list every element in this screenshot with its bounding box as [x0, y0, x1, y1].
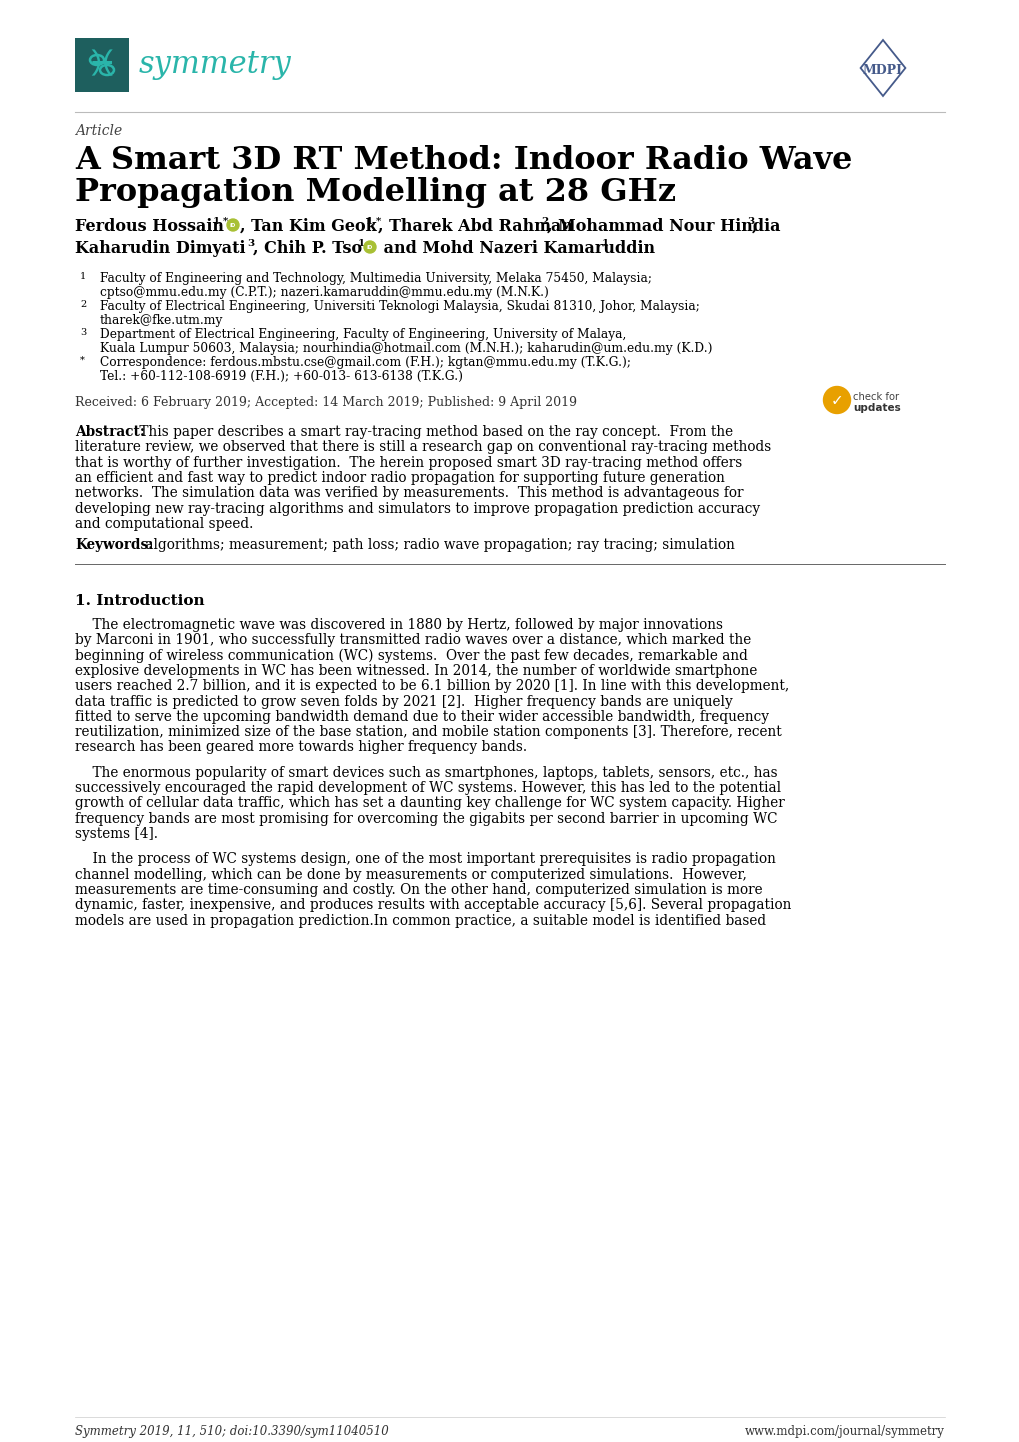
Text: an efficient and fast way to predict indoor radio propagation for supporting fut: an efficient and fast way to predict ind…	[75, 472, 725, 485]
Text: users reached 2.7 billion, and it is expected to be 6.1 billion by 2020 [1]. In : users reached 2.7 billion, and it is exp…	[75, 679, 789, 694]
Text: frequency bands are most promising for overcoming the gigabits per second barrie: frequency bands are most promising for o…	[75, 812, 776, 826]
Text: Kaharudin Dimyati: Kaharudin Dimyati	[75, 239, 246, 257]
Text: iD: iD	[367, 245, 373, 249]
Text: 1,*: 1,*	[366, 216, 382, 226]
Text: explosive developments in WC has been witnessed. In 2014, the number of worldwid: explosive developments in WC has been wi…	[75, 663, 757, 678]
Circle shape	[364, 241, 376, 252]
Text: Kuala Lumpur 50603, Malaysia; nourhindia@hotmail.com (M.N.H.); kaharudin@um.edu.: Kuala Lumpur 50603, Malaysia; nourhindia…	[100, 342, 712, 355]
Text: developing new ray-tracing algorithms and simulators to improve propagation pred: developing new ray-tracing algorithms an…	[75, 502, 759, 515]
Text: cptso@mmu.edu.my (C.P.T.); nazeri.kamaruddin@mmu.edu.my (M.N.K.): cptso@mmu.edu.my (C.P.T.); nazeri.kamaru…	[100, 286, 548, 298]
Text: networks.  The simulation data was verified by measurements.  This method is adv: networks. The simulation data was verifi…	[75, 486, 743, 500]
Text: symmetry: symmetry	[139, 49, 291, 81]
Text: ✓: ✓	[829, 394, 843, 408]
Text: algorithms; measurement; path loss; radio wave propagation; ray tracing; simulat: algorithms; measurement; path loss; radi…	[141, 538, 734, 552]
Text: that is worthy of further investigation.  The herein proposed smart 3D ray-traci: that is worthy of further investigation.…	[75, 456, 742, 470]
Text: Faculty of Electrical Engineering, Universiti Teknologi Malaysia, Skudai 81310, : Faculty of Electrical Engineering, Unive…	[100, 300, 699, 313]
Text: 1. Introduction: 1. Introduction	[75, 594, 205, 609]
Circle shape	[822, 386, 850, 414]
Text: A Smart 3D RT Method: Indoor Radio Wave: A Smart 3D RT Method: Indoor Radio Wave	[75, 146, 852, 176]
Text: Abstract:: Abstract:	[75, 425, 145, 438]
Text: ,: ,	[751, 218, 757, 235]
Text: Article: Article	[75, 124, 122, 138]
Text: measurements are time-consuming and costly. On the other hand, computerized simu: measurements are time-consuming and cost…	[75, 883, 762, 897]
Text: Symmetry 2019, 11, 510; doi:10.3390/sym11040510: Symmetry 2019, 11, 510; doi:10.3390/sym1…	[75, 1425, 388, 1438]
Text: research has been geared more towards higher frequency bands.: research has been geared more towards hi…	[75, 741, 527, 754]
Text: 3: 3	[79, 327, 87, 337]
Text: 2: 2	[540, 216, 548, 226]
Text: ♓: ♓	[86, 49, 118, 84]
Circle shape	[227, 219, 238, 231]
Text: systems [4].: systems [4].	[75, 828, 158, 841]
Text: check for: check for	[852, 392, 898, 402]
Text: The enormous popularity of smart devices such as smartphones, laptops, tablets, : The enormous popularity of smart devices…	[75, 766, 776, 780]
Text: growth of cellular data traffic, which has set a daunting key challenge for WC s: growth of cellular data traffic, which h…	[75, 796, 784, 810]
Text: beginning of wireless communication (WC) systems.  Over the past few decades, re: beginning of wireless communication (WC)…	[75, 649, 747, 663]
Text: 3: 3	[247, 239, 254, 248]
Text: In the process of WC systems design, one of the most important prerequisites is : In the process of WC systems design, one…	[75, 852, 775, 867]
Text: www.mdpi.com/journal/symmetry: www.mdpi.com/journal/symmetry	[745, 1425, 944, 1438]
Text: data traffic is predicted to grow seven folds by 2021 [2].  Higher frequency ban: data traffic is predicted to grow seven …	[75, 695, 732, 708]
Text: 1: 1	[601, 239, 608, 248]
Text: Received: 6 February 2019; Accepted: 14 March 2019; Published: 9 April 2019: Received: 6 February 2019; Accepted: 14 …	[75, 397, 577, 410]
Text: , Tan Kim Geok: , Tan Kim Geok	[239, 218, 376, 235]
Text: reutilization, minimized size of the base station, and mobile station components: reutilization, minimized size of the bas…	[75, 725, 781, 740]
Text: , Mohammad Nour Hindia: , Mohammad Nour Hindia	[546, 218, 780, 235]
Text: MDPI: MDPI	[862, 63, 902, 76]
Text: *: *	[79, 356, 85, 365]
Text: tharek@fke.utm.my: tharek@fke.utm.my	[100, 314, 223, 327]
Text: This paper describes a smart ray-tracing method based on the ray concept.  From : This paper describes a smart ray-tracing…	[135, 425, 733, 438]
Text: The electromagnetic wave was discovered in 1880 by Hertz, followed by major inno: The electromagnetic wave was discovered …	[75, 619, 722, 632]
Text: , Chih P. Tso: , Chih P. Tso	[253, 239, 362, 257]
Text: and Mohd Nazeri Kamaruddin: and Mohd Nazeri Kamaruddin	[378, 239, 654, 257]
Text: Propagation Modelling at 28 GHz: Propagation Modelling at 28 GHz	[75, 177, 676, 208]
Text: by Marconi in 1901, who successfully transmitted radio waves over a distance, wh: by Marconi in 1901, who successfully tra…	[75, 633, 751, 647]
Text: Ferdous Hossain: Ferdous Hossain	[75, 218, 224, 235]
Text: Department of Electrical Engineering, Faculty of Engineering, University of Mala: Department of Electrical Engineering, Fa…	[100, 327, 626, 340]
Text: models are used in propagation prediction.In common practice, a suitable model i: models are used in propagation predictio…	[75, 913, 765, 927]
Text: updates: updates	[852, 402, 900, 412]
Text: Tel.: +60-112-108-6919 (F.H.); +60-013- 613-6138 (T.K.G.): Tel.: +60-112-108-6919 (F.H.); +60-013- …	[100, 371, 463, 384]
Text: 2: 2	[79, 300, 87, 309]
Text: 1: 1	[79, 273, 87, 281]
Text: channel modelling, which can be done by measurements or computerized simulations: channel modelling, which can be done by …	[75, 868, 746, 881]
Text: 3: 3	[746, 216, 753, 226]
Text: Faculty of Engineering and Technology, Multimedia University, Melaka 75450, Mala: Faculty of Engineering and Technology, M…	[100, 273, 651, 286]
Text: 1,*: 1,*	[213, 216, 229, 226]
FancyBboxPatch shape	[75, 37, 128, 92]
Text: and computational speed.: and computational speed.	[75, 516, 253, 531]
Text: , Tharek Abd Rahman: , Tharek Abd Rahman	[378, 218, 573, 235]
Text: fitted to serve the upcoming bandwidth demand due to their wider accessible band: fitted to serve the upcoming bandwidth d…	[75, 709, 768, 724]
Text: Correspondence: ferdous.mbstu.cse@gmail.com (F.H.); kgtan@mmu.edu.my (T.K.G.);: Correspondence: ferdous.mbstu.cse@gmail.…	[100, 356, 631, 369]
Text: successively encouraged the rapid development of WC systems. However, this has l: successively encouraged the rapid develo…	[75, 782, 781, 795]
Text: dynamic, faster, inexpensive, and produces results with acceptable accuracy [5,6: dynamic, faster, inexpensive, and produc…	[75, 898, 791, 913]
Text: iD: iD	[229, 224, 235, 228]
Text: 1: 1	[358, 239, 365, 248]
Text: Keywords:: Keywords:	[75, 538, 153, 552]
Text: literature review, we observed that there is still a research gap on conventiona: literature review, we observed that ther…	[75, 440, 770, 454]
